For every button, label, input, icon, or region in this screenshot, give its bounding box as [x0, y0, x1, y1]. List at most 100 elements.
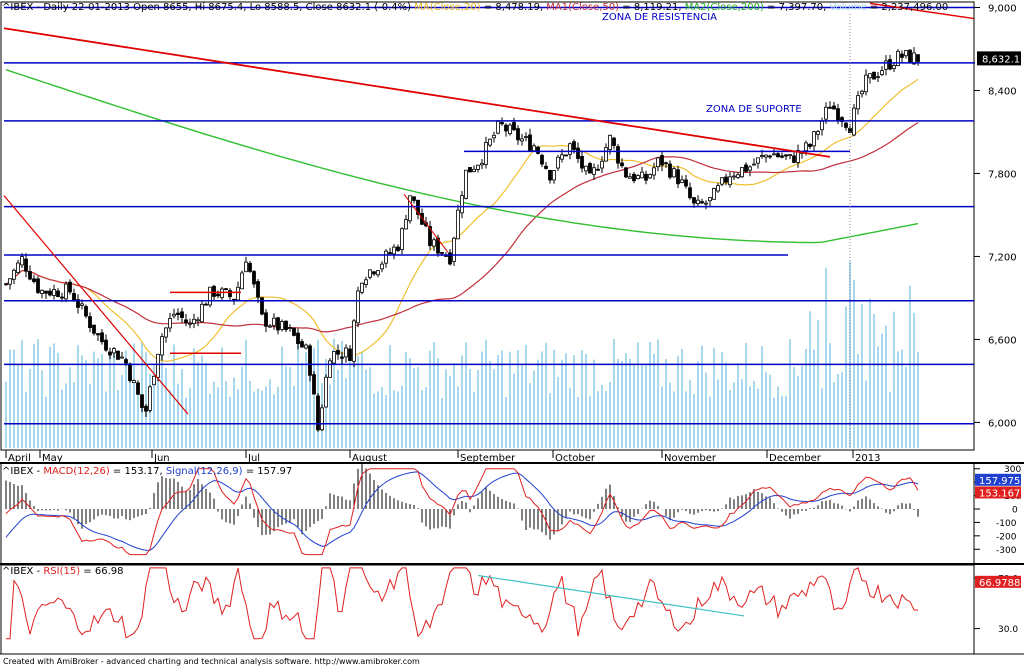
price-header-main: ^IBEX - Daily 22-01-2013 Open 8655, Hi 8…	[2, 2, 415, 13]
macd-header-prefix: ^IBEX -	[2, 466, 44, 477]
candle-body	[280, 321, 284, 330]
volume-bar	[897, 351, 899, 448]
month-label: October	[555, 453, 596, 464]
volume-bar	[637, 342, 639, 448]
candle-body	[736, 174, 740, 178]
volume-bar	[97, 358, 99, 448]
candle-body	[340, 356, 344, 359]
volume-bar	[153, 365, 155, 448]
candle-body	[872, 71, 876, 80]
candle-body	[228, 290, 232, 298]
volume-bar	[785, 395, 787, 448]
candle-body	[500, 122, 504, 125]
volume-bar	[189, 387, 191, 448]
candle-body	[816, 131, 820, 135]
candle-body	[784, 154, 788, 157]
rsi-value: = 66.98	[80, 566, 124, 577]
candle-body	[244, 261, 248, 273]
month-label: Jul	[247, 453, 260, 464]
candle-body	[292, 327, 296, 336]
candle-body	[44, 290, 48, 294]
macd-tick-label: -200	[996, 532, 1017, 542]
candle-body	[560, 154, 564, 160]
volume-bar	[221, 347, 223, 448]
volume-bar	[217, 387, 219, 448]
footer-credit: Created with AmiBroker - advanced charti…	[3, 657, 420, 666]
candle-body	[8, 278, 12, 285]
candle-body	[112, 348, 116, 354]
volume-bar	[665, 359, 667, 448]
volume-bar	[357, 356, 359, 448]
candle-body	[36, 278, 40, 293]
candle-body	[176, 312, 180, 315]
volume-bar	[349, 355, 351, 448]
volume-bar	[13, 349, 15, 448]
volume-bar	[361, 352, 363, 448]
candle-body	[516, 128, 520, 141]
ma50-legend: MA1(Close,50)	[546, 2, 620, 13]
axes: 9,000 8,400 7,800 7,200 6,600 6,000 8,632.1 Apr…	[5, 4, 1021, 635]
volume-bar	[109, 351, 111, 448]
support-resistance-lines	[4, 6, 975, 425]
candle-body	[824, 106, 828, 120]
candle-body	[876, 76, 880, 79]
volume-bar	[445, 369, 447, 448]
candle-body	[860, 90, 864, 95]
volume-bar	[225, 381, 227, 448]
candle-body	[388, 252, 392, 254]
macd-tick-label: -100	[996, 519, 1017, 529]
volume-bar	[373, 393, 375, 448]
volume-bar	[593, 359, 595, 448]
volume-bar	[33, 344, 35, 448]
candle-body	[248, 262, 252, 272]
volume-bar	[617, 358, 619, 448]
candle-body	[208, 286, 212, 306]
candle-body	[648, 174, 652, 179]
rsi-badge-label: 66.9788	[979, 578, 1020, 589]
candle-body	[216, 293, 220, 297]
candle-body	[652, 167, 656, 176]
volume-bar	[689, 379, 691, 448]
volume-bar	[397, 391, 399, 448]
candle-body	[384, 250, 388, 264]
rsi-panel	[6, 567, 919, 640]
volume-bar	[857, 354, 859, 448]
candle-body	[680, 179, 684, 183]
volume-bar	[577, 397, 579, 448]
candle-body	[128, 363, 132, 382]
candle-body	[856, 95, 860, 110]
volume-bar	[861, 303, 863, 448]
rsi-badge	[975, 575, 1021, 588]
volume-bar	[681, 349, 683, 448]
volume-bar	[473, 391, 475, 448]
volume-bar	[541, 351, 543, 448]
candle-body	[284, 320, 288, 331]
volume-bar	[601, 384, 603, 448]
candle-body	[436, 237, 440, 254]
candle-body	[508, 124, 512, 135]
candle-body	[480, 162, 484, 166]
volume-bar	[845, 306, 847, 448]
volume-bar	[345, 378, 347, 448]
volume-bar	[805, 349, 807, 448]
candle-body	[708, 197, 712, 202]
volume-bar	[369, 367, 371, 448]
candle-body	[512, 122, 516, 131]
macd-value: = 153.17,	[109, 466, 166, 477]
candle-body	[616, 146, 620, 164]
candle-body	[768, 155, 772, 158]
candle-body	[656, 157, 660, 168]
candle-body	[492, 134, 496, 139]
volume-bar	[501, 350, 503, 448]
volume-bar	[145, 352, 147, 448]
candle-body	[692, 197, 696, 204]
candle-body	[100, 332, 104, 343]
candle-body	[752, 163, 756, 166]
volume-bar	[569, 387, 571, 448]
candle-body	[524, 136, 528, 138]
volume-bar	[917, 352, 919, 448]
signal-legend: Signal(12,26,9)	[165, 466, 243, 477]
candle-body	[804, 142, 808, 152]
panel-frame-1	[0, 462, 975, 566]
volume-bar	[833, 382, 835, 448]
